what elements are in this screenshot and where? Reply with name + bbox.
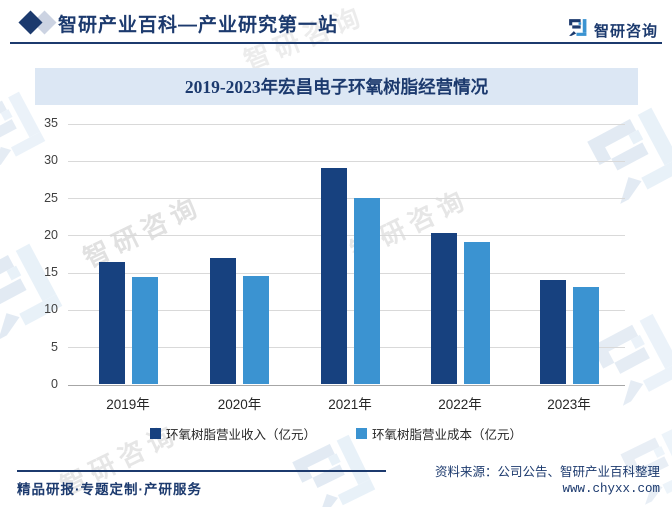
x-axis-label: 2019年 <box>106 397 150 412</box>
y-tick-label: 35 <box>44 116 58 130</box>
legend-item: 环氧树脂营业收入（亿元） <box>149 424 316 443</box>
bar-2023年-series2 <box>572 287 599 384</box>
bar-chart-plot-area <box>68 123 625 386</box>
gridline <box>68 384 625 386</box>
chart-title-band: 2019-2023年宏昌电子环氧树脂经营情况 <box>35 68 638 105</box>
bar-2019年-series1 <box>98 262 125 384</box>
y-tick-label: 10 <box>44 302 58 317</box>
legend-item: 环氧树脂营业成本（亿元） <box>356 424 522 443</box>
bar-2022年-series2 <box>463 242 490 384</box>
brand-logo: 智研咨询 <box>567 17 658 43</box>
legend-swatch-icon <box>149 428 161 439</box>
legend-swatch-icon <box>356 428 367 439</box>
chart-title: 2019-2023年宏昌电子环氧树脂经营情况 <box>184 77 489 97</box>
bar-2021年-series2 <box>353 197 380 384</box>
bar-2020年-series1 <box>210 257 236 384</box>
gridline <box>68 198 625 200</box>
page-title: 智研产业百科—产业研究第一站 <box>58 15 339 36</box>
x-axis-label: 2020年 <box>217 397 262 412</box>
zhiyan-logo-icon <box>567 17 588 43</box>
chart-legend: 环氧树脂营业收入（亿元） 环氧树脂营业成本（亿元） <box>0 424 672 443</box>
y-tick-label: 20 <box>44 227 58 242</box>
watermark-logo-icon <box>0 233 75 356</box>
data-source: 资料来源：公司公告、智研产业百科整理 <box>434 465 660 479</box>
bar-2019年-series2 <box>131 276 158 384</box>
y-tick-label: 15 <box>44 265 58 280</box>
gridline <box>68 123 625 125</box>
bar-2021年-series1 <box>320 167 347 384</box>
gridline <box>68 235 625 237</box>
gridline <box>68 309 625 311</box>
gridline <box>68 160 625 162</box>
footer-tagline: 精品研报·专题定制·产研服务 <box>17 482 202 497</box>
y-tick-label: 30 <box>44 153 58 168</box>
x-axis-label: 2023年 <box>547 397 591 412</box>
gridline <box>68 272 625 274</box>
website-url: www.chyxx.com <box>562 482 660 496</box>
bar-2020年-series2 <box>243 275 269 384</box>
y-tick-label: 25 <box>44 190 58 205</box>
gridline <box>68 347 625 349</box>
header-divider <box>10 42 662 44</box>
bar-2023年-series1 <box>539 280 566 384</box>
x-axis-label: 2022年 <box>438 397 482 412</box>
x-axis-label: 2021年 <box>328 397 372 412</box>
y-tick-label: 5 <box>51 339 58 354</box>
legend-label: 环氧树脂营业成本（亿元） <box>372 428 523 442</box>
footer-divider <box>17 470 386 472</box>
bar-2022年-series1 <box>430 232 457 384</box>
brand-name: 智研咨询 <box>593 22 658 40</box>
y-tick-label: 0 <box>51 377 58 391</box>
legend-label: 环氧树脂营业收入（亿元） <box>165 428 316 442</box>
